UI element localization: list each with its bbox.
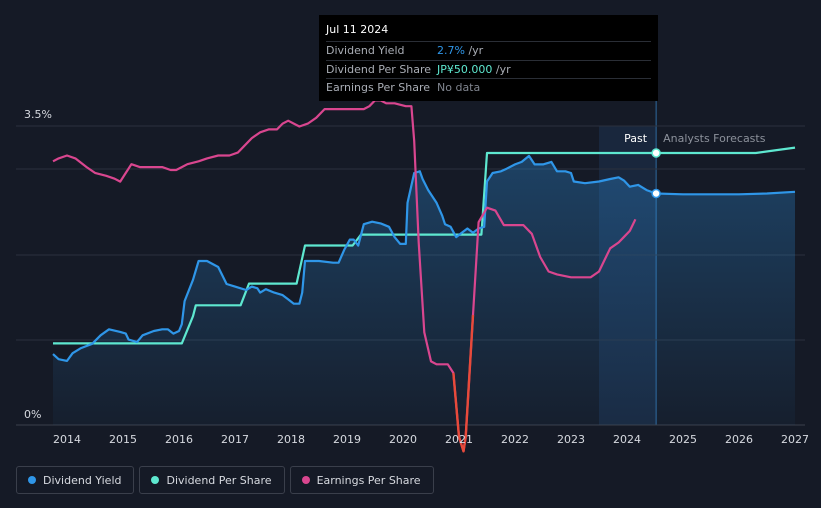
forecast-label: Analysts Forecasts bbox=[663, 132, 766, 145]
x-tick-label: 2021 bbox=[445, 433, 473, 446]
x-tick-label: 2024 bbox=[613, 433, 641, 446]
x-tick-label: 2014 bbox=[53, 433, 81, 446]
earnings-per-share-negative-line bbox=[452, 314, 475, 453]
x-tick-label: 2025 bbox=[669, 433, 697, 446]
legend-label: Dividend Yield bbox=[43, 473, 122, 487]
x-tick-label: 2019 bbox=[333, 433, 361, 446]
dividend-yield-line bbox=[52, 154, 796, 362]
tooltip-label: Earnings Per Share bbox=[326, 81, 431, 94]
earnings-per-share-line bbox=[52, 99, 637, 453]
x-tick-label: 2027 bbox=[781, 433, 809, 446]
legend-item-dividend-per-share[interactable]: Dividend Per Share bbox=[139, 466, 285, 494]
x-tick-label: 2026 bbox=[725, 433, 753, 446]
chart-legend: Dividend Yield Dividend Per Share Earnin… bbox=[16, 466, 434, 494]
tooltip-unit: /yr bbox=[464, 44, 484, 57]
past-label: Past bbox=[624, 132, 648, 145]
tooltip-row-dividend-yield: Dividend Yield 2.7% /yr bbox=[326, 41, 651, 60]
tooltip-date: Jul 11 2024 bbox=[326, 23, 389, 36]
dividend-per-share-line bbox=[53, 146, 796, 345]
x-tick-label: 2023 bbox=[557, 433, 585, 446]
tooltip-label: Dividend Yield bbox=[326, 44, 405, 57]
chart-tooltip: Jul 11 2024 Dividend Yield 2.7% /yr Divi… bbox=[319, 15, 658, 101]
y-tick-label: 0% bbox=[24, 408, 41, 421]
tooltip-unit: /yr bbox=[492, 62, 511, 76]
legend-item-earnings-per-share[interactable]: Earnings Per Share bbox=[289, 466, 434, 494]
legend-item-dividend-yield[interactable]: Dividend Yield bbox=[16, 466, 135, 494]
x-tick-label: 2022 bbox=[501, 433, 529, 446]
tooltip-value: 2.7% bbox=[437, 44, 465, 57]
legend-dot-icon bbox=[151, 476, 160, 484]
tooltip-value: No data bbox=[437, 81, 481, 94]
tooltip-row-earnings-per-share: Earnings Per Share No data bbox=[326, 78, 651, 97]
x-tick-label: 2015 bbox=[109, 433, 137, 446]
x-tick-label: 2016 bbox=[165, 433, 193, 446]
legend-label: Earnings Per Share bbox=[316, 473, 421, 487]
legend-dot-icon bbox=[28, 476, 36, 484]
tooltip-value: JP¥50.000 bbox=[437, 62, 493, 76]
tooltip-label: Dividend Per Share bbox=[326, 62, 432, 76]
x-tick-label: 2020 bbox=[389, 433, 417, 446]
dividend-yield-marker bbox=[651, 188, 661, 199]
dividend-per-share-marker bbox=[651, 148, 661, 158]
dividend-yield-area bbox=[53, 155, 795, 425]
x-tick-label: 2018 bbox=[277, 433, 305, 446]
tooltip-row-dividend-per-share: Dividend Per Share JP¥50.000 /yr bbox=[326, 59, 651, 79]
y-tick-label: 3.5% bbox=[24, 108, 52, 121]
legend-label: Dividend Per Share bbox=[166, 473, 272, 487]
legend-dot-icon bbox=[301, 476, 310, 484]
x-tick-label: 2017 bbox=[221, 433, 249, 446]
